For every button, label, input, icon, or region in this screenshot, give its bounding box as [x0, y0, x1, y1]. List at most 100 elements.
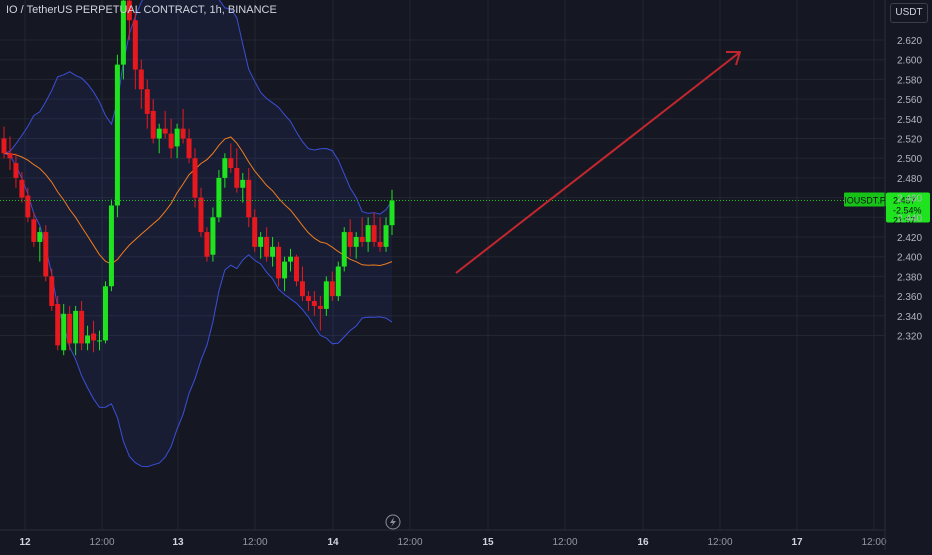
price-tag-value: 2.457 [893, 196, 916, 206]
x-tick-label: 12:00 [242, 537, 267, 548]
candle-body [311, 301, 317, 306]
y-tick-label: 2.320 [897, 332, 922, 343]
candle [299, 266, 305, 302]
candle-body [1, 138, 7, 154]
candle [198, 187, 204, 237]
x-tick-label: 12 [19, 537, 31, 548]
grid-layer [0, 0, 885, 530]
candle [240, 172, 246, 203]
candle-body [132, 20, 138, 70]
candle [234, 148, 240, 193]
y-tick-label: 2.340 [897, 312, 922, 323]
candle [186, 128, 192, 164]
trend-arrow-shaft[interactable] [455, 51, 741, 274]
trend-arrow[interactable] [455, 51, 741, 274]
candle-body [293, 256, 299, 282]
candle-body [389, 200, 395, 226]
candle [288, 248, 294, 272]
candle [258, 232, 264, 259]
candle [168, 118, 174, 159]
bollinger-bands [3, 0, 393, 468]
price-tag-countdown: 21:57 [893, 216, 916, 226]
candle [43, 225, 49, 282]
candle [216, 170, 222, 223]
candle-body [168, 133, 174, 149]
x-tick-label: 15 [482, 537, 494, 548]
candle-body [282, 261, 288, 279]
x-tick-label: 12:00 [707, 537, 732, 548]
candle [293, 254, 299, 287]
candle-body [31, 219, 37, 242]
x-tick-label: 12:00 [89, 537, 114, 548]
candle-body [138, 69, 144, 90]
candle [341, 227, 347, 272]
candle-body [246, 179, 252, 218]
candle [353, 232, 359, 259]
candle-body [228, 158, 234, 169]
candle [180, 108, 186, 144]
lightning-icon-bolt[interactable] [390, 517, 396, 527]
candle-body [377, 241, 383, 247]
candle-body [198, 197, 204, 233]
candle [389, 189, 395, 236]
candle [162, 110, 168, 139]
candle [252, 209, 258, 252]
candle [31, 212, 37, 247]
candle-body [7, 153, 13, 159]
candle [132, 12, 138, 90]
candle [138, 59, 144, 109]
candle [150, 99, 156, 144]
lightning-icon-ring[interactable] [385, 514, 401, 530]
candle-body [180, 128, 186, 139]
candle-body [19, 179, 25, 198]
y-tick-label: 2.520 [897, 135, 922, 146]
candle-body [102, 286, 108, 341]
bollinger-fill [4, 0, 392, 467]
candle-body [204, 232, 210, 257]
candle-body [347, 232, 353, 247]
y-tick-label: 2.480 [897, 174, 922, 185]
candle [1, 126, 7, 159]
y-tick-label: 2.440 [897, 213, 922, 224]
y-tick-label: 2.360 [897, 292, 922, 303]
candle-body [240, 179, 246, 188]
candle [210, 207, 216, 262]
candle [156, 123, 162, 154]
candle [228, 143, 234, 173]
candle-body [270, 246, 276, 257]
trend-arrow-head[interactable] [726, 51, 741, 66]
candle [222, 153, 228, 188]
candle [61, 303, 67, 356]
candle-body [13, 163, 19, 178]
candle-body [264, 237, 270, 257]
candle-body [323, 281, 329, 309]
candle-body [329, 281, 335, 297]
candle-layer [1, 0, 395, 356]
candle [276, 241, 282, 287]
candle [246, 168, 252, 228]
y-tick-label: 2.380 [897, 272, 922, 283]
x-tick-label: 12:00 [861, 537, 886, 548]
lightning-icon[interactable] [385, 514, 401, 530]
candle-body [67, 313, 73, 344]
y-tick-label: 2.500 [897, 154, 922, 165]
candle-body [222, 158, 228, 178]
candle-body [43, 232, 49, 277]
candle-body [288, 256, 294, 262]
candle-body [162, 128, 168, 134]
candle-body [120, 0, 126, 65]
candle-body [258, 237, 264, 247]
candle [7, 136, 13, 171]
candle [126, 0, 132, 40]
bollinger-upper [3, 0, 393, 215]
candle [270, 237, 276, 267]
candle [91, 320, 97, 353]
x-tick-label: 12:00 [552, 537, 577, 548]
currency-unit-button[interactable]: USDT [890, 3, 928, 23]
candle [365, 217, 371, 252]
candle-body [79, 310, 85, 344]
candle [264, 227, 270, 262]
